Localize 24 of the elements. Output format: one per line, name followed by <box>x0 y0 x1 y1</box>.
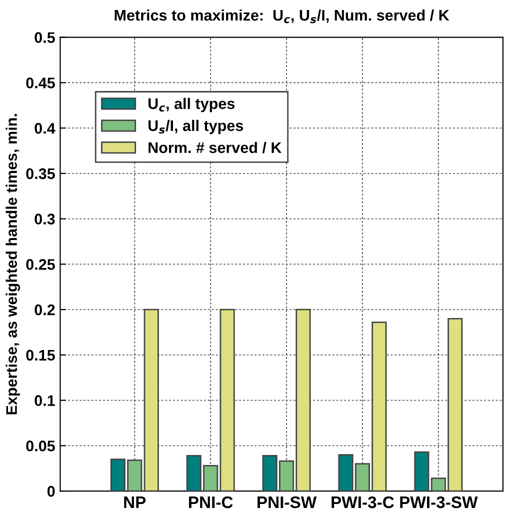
y-tick-label: 0.3 <box>34 214 55 225</box>
legend-label: U$_{c}$, all types <box>148 98 235 112</box>
x-tick-label: PWI-3-C <box>332 496 394 508</box>
y-tick-label: 0 <box>47 486 55 497</box>
y-tick-label: 0.1 <box>34 395 55 406</box>
y-tick-label: 0.2 <box>34 304 55 316</box>
x-tick-label: NP <box>124 496 146 508</box>
y-tick-label: 0.05 <box>26 440 55 452</box>
chart-title: Metrics to maximize: U$_{c}$, U$_{s}$/I, Num. served / K <box>114 9 450 24</box>
y-tick-label: 0.25 <box>26 259 55 270</box>
bar <box>144 308 159 492</box>
legend-label: Norm. # served / K <box>148 142 282 154</box>
y-axis-title: Expertise, as weighted handle times, min. <box>6 114 20 414</box>
bar <box>414 451 430 492</box>
y-tick-label: 0.5 <box>34 32 55 43</box>
x-tick-label: PNI-C <box>189 496 233 508</box>
y-tick-label: 0.35 <box>26 168 55 180</box>
bar <box>220 308 235 492</box>
x-tick-label: PNI-SW <box>258 496 317 508</box>
y-tick-label: 0.15 <box>26 350 55 361</box>
y-tick-label: 0.45 <box>26 78 55 88</box>
legend-label: U$_{s}$/I, all types <box>148 120 244 134</box>
x-tick-label: PWI-3-SW <box>400 496 478 508</box>
y-tick-label: 0.4 <box>34 122 56 134</box>
